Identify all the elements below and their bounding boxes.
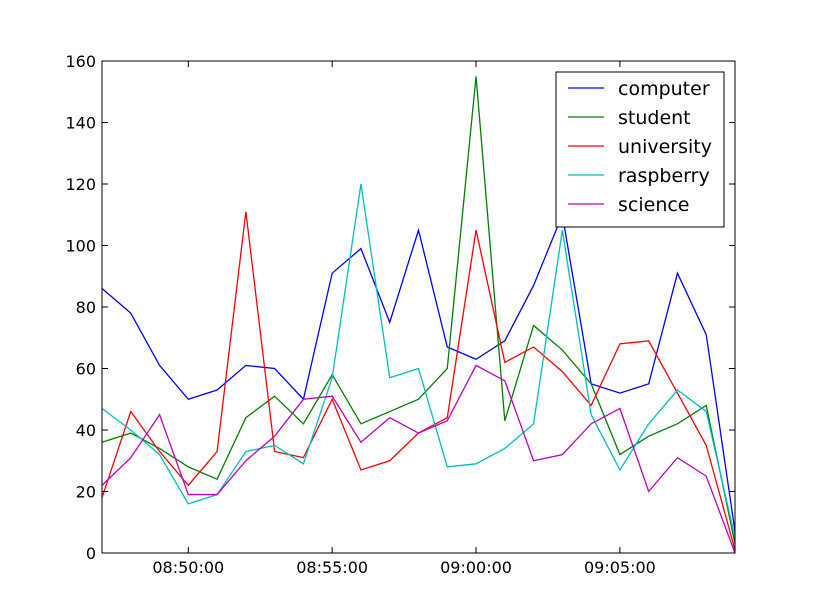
series-layer <box>101 76 736 554</box>
y-tick-label: 120 <box>65 175 96 194</box>
legend-box <box>555 71 725 228</box>
legend-label-science: science <box>618 194 690 216</box>
series-line-student <box>101 76 736 544</box>
legend-label-student: student <box>618 107 691 129</box>
x-tick-label: 08:50:00 <box>152 558 224 577</box>
tick-layer: 0 20 40 60 80 100 120 140 160 08:50:00 08:55:00 09:… <box>65 52 735 577</box>
x-tick-label: 08:55:00 <box>296 558 368 577</box>
legend-label-university: university <box>618 136 712 158</box>
y-tick-label: 160 <box>65 52 96 71</box>
series-line-science <box>101 364 736 554</box>
legend-label-computer: computer <box>618 78 710 100</box>
legend-label-raspberry: raspberry <box>618 165 710 187</box>
y-tick-label: 20 <box>76 483 96 502</box>
y-tick-label: 140 <box>65 114 96 133</box>
series-line-raspberry <box>101 183 736 538</box>
y-tick-label: 60 <box>76 360 96 379</box>
y-tick-label: 0 <box>86 544 96 563</box>
y-tick-label: 40 <box>76 421 96 440</box>
series-line-computer <box>101 212 736 532</box>
x-tick-label: 09:00:00 <box>440 558 512 577</box>
x-tick-label: 09:05:00 <box>584 558 656 577</box>
y-tick-label: 100 <box>65 237 96 256</box>
legend: computer student university raspberry scienc… <box>555 71 725 228</box>
y-tick-label: 80 <box>76 298 96 317</box>
